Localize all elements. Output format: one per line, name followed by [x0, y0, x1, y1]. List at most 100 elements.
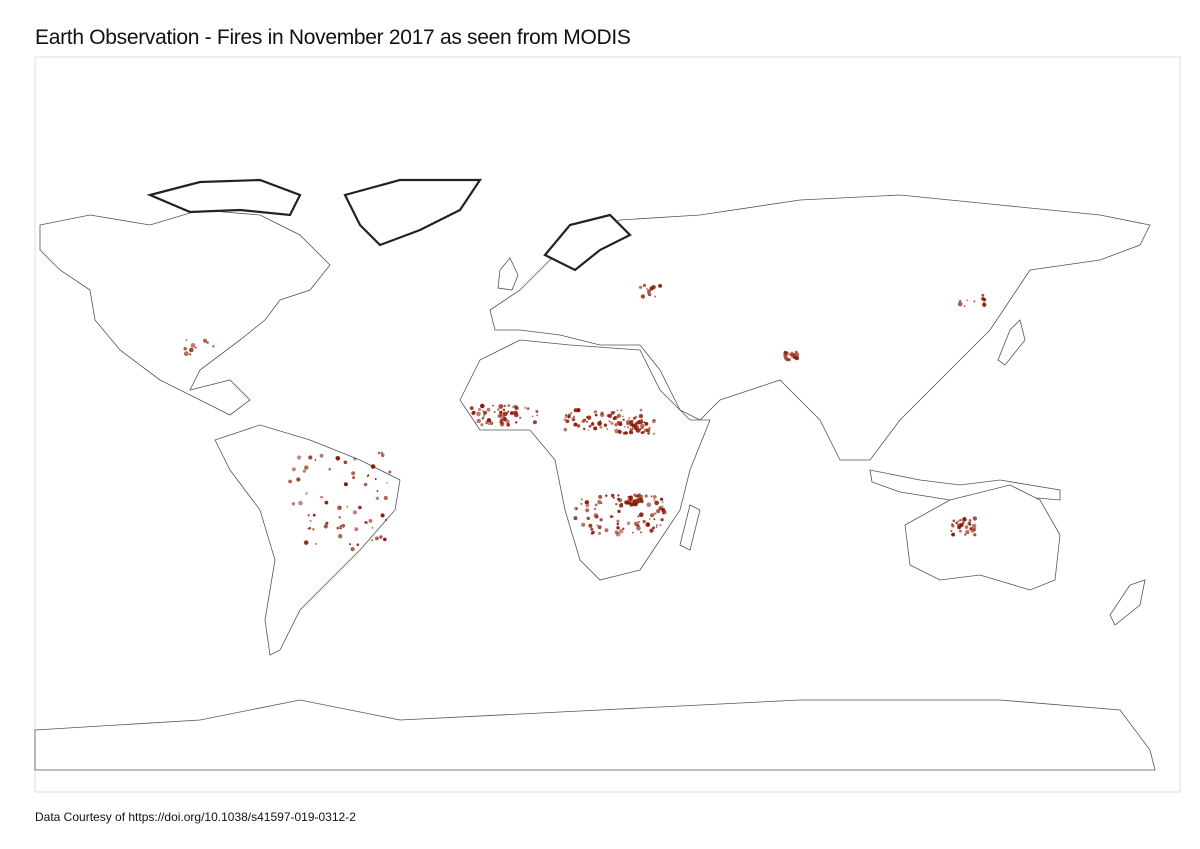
- fire-spot: [590, 422, 595, 426]
- fire-spot: [383, 537, 387, 542]
- greenland: [343, 178, 483, 247]
- fire-spot: [618, 422, 623, 427]
- fire-spot: [603, 423, 608, 427]
- fire-spot: [499, 422, 505, 427]
- fire-spot: [638, 521, 640, 523]
- fire-spot: [190, 343, 196, 348]
- fire-spot: [628, 495, 633, 501]
- fire-spot: [955, 521, 958, 525]
- fire-spot: [593, 513, 599, 518]
- fire-spot: [655, 524, 658, 527]
- fire-spot: [565, 419, 570, 424]
- fire-spot: [972, 528, 977, 532]
- fire-spot: [505, 419, 510, 424]
- fire-spot: [594, 503, 598, 507]
- fire-spot: [655, 526, 658, 528]
- fire-spot: [647, 289, 651, 294]
- fire-spot: [183, 347, 187, 351]
- fire-spot: [480, 423, 484, 427]
- fire-spot: [339, 527, 342, 530]
- fire-spot: [573, 516, 578, 521]
- fire-spot: [649, 518, 651, 520]
- fire-spot: [648, 426, 651, 430]
- fire-spot: [653, 499, 656, 502]
- fire-spot: [352, 476, 356, 480]
- fire-spot: [576, 424, 581, 428]
- fire-spot: [336, 526, 340, 530]
- fire-spot: [648, 293, 652, 297]
- fire-spot: [581, 522, 586, 527]
- fire-spot: [618, 503, 624, 508]
- fire-spot: [662, 512, 665, 515]
- fire-spot: [584, 500, 590, 505]
- fire-spot: [571, 417, 576, 422]
- fire-spot: [604, 528, 609, 533]
- fire-spot: [486, 407, 491, 412]
- fire-spot: [481, 417, 485, 420]
- fire-spot: [296, 477, 301, 482]
- fire-spot: [637, 494, 639, 497]
- fire-spot: [506, 423, 511, 427]
- fire-spot: [638, 413, 644, 419]
- fire-spot: [581, 419, 585, 424]
- fire-spot: [575, 507, 578, 510]
- fire-spot: [624, 425, 626, 428]
- fire-spot: [982, 302, 986, 306]
- fire-spot: [380, 513, 385, 518]
- fire-spot: [640, 531, 642, 534]
- fire-spot: [189, 353, 192, 356]
- fire-spot: [607, 413, 613, 418]
- fire-spot: [654, 500, 659, 506]
- fire-spot: [377, 451, 381, 455]
- fire-spot: [325, 521, 329, 525]
- fire-spot: [656, 509, 661, 514]
- fire-spot: [585, 503, 590, 508]
- fire-spot: [633, 502, 638, 507]
- fire-spot: [644, 494, 648, 498]
- fire-spot: [794, 352, 800, 358]
- fire-spot: [616, 522, 619, 526]
- fire-spot: [649, 528, 654, 533]
- fire-spot: [660, 518, 664, 522]
- fire-spot: [356, 543, 360, 546]
- japan: [997, 319, 1026, 366]
- fire-spot: [651, 285, 656, 290]
- fire-spot: [363, 482, 368, 487]
- fire-spot: [626, 422, 629, 425]
- fire-spot: [610, 411, 615, 415]
- fire-spot: [500, 418, 503, 422]
- fire-spot: [386, 482, 389, 484]
- fire-spot: [959, 519, 962, 522]
- fire-spot: [640, 498, 644, 502]
- fire-spot: [588, 424, 592, 428]
- fire-spot: [639, 494, 644, 499]
- fire-spot: [794, 357, 797, 360]
- fire-spot: [493, 411, 496, 413]
- fire-spot: [503, 404, 506, 408]
- scandinavia: [543, 213, 632, 272]
- fire-spot: [498, 404, 504, 409]
- fire-spot: [647, 432, 650, 435]
- fire-spot: [599, 420, 602, 422]
- fire-spot: [586, 415, 592, 420]
- fire-spot: [379, 535, 383, 539]
- fire-spot: [585, 508, 590, 513]
- fire-spot: [298, 500, 303, 506]
- fire-spot: [341, 524, 346, 528]
- fire-spot: [319, 453, 324, 458]
- fire-spot: [515, 421, 518, 424]
- fire-spot: [343, 460, 348, 465]
- fire-spot: [474, 421, 477, 424]
- fire-spot: [635, 500, 638, 503]
- fire-spot: [618, 528, 624, 534]
- fire-spot: [531, 415, 534, 418]
- fire-spot: [789, 353, 792, 356]
- fire-spot: [590, 527, 594, 531]
- fire-spot: [597, 422, 602, 426]
- fire-spot: [617, 509, 621, 513]
- fire-spot: [526, 407, 530, 410]
- fire-spot: [206, 341, 209, 344]
- fire-spot: [570, 411, 573, 414]
- fire-spot: [784, 351, 788, 354]
